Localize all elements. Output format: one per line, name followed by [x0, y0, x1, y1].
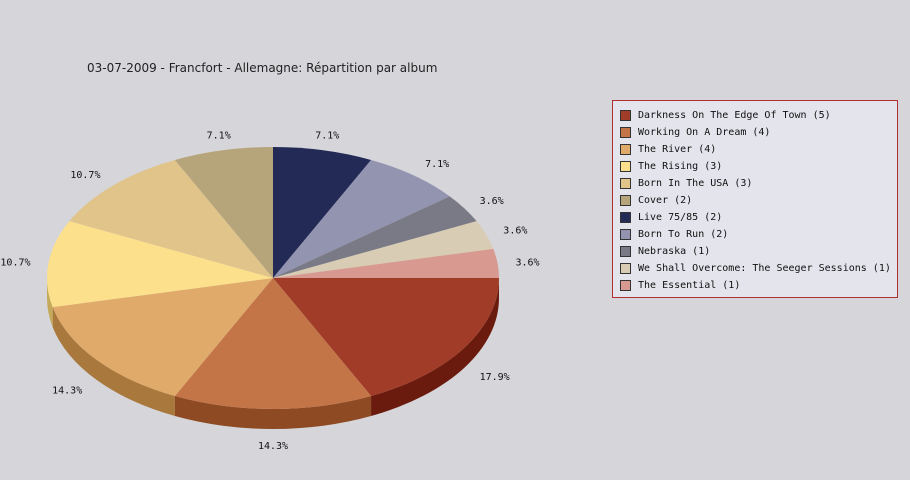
pie-slice-2	[52, 278, 273, 397]
pie-label-5: 7.1%	[207, 131, 231, 142]
pie-slice-3	[47, 221, 273, 308]
pie-label-9: 3.6%	[503, 225, 527, 236]
pie-labels: 17.9% 14.3% 14.3% 10.7% 10.7% 7.1% 7.1% 7.1% 3.6…	[0, 131, 539, 452]
legend-item: Darkness On The Edge Of Town (5)	[620, 107, 831, 124]
pie-label-2: 14.3%	[52, 386, 82, 397]
pie-slice-8	[273, 196, 477, 278]
pie-side-1	[174, 396, 372, 430]
legend-swatch	[620, 144, 631, 155]
legend-item: Live 75/85 (2)	[620, 209, 722, 226]
legend-label: Cover (2)	[638, 195, 693, 206]
chart-title: 03-07-2009 - Francfort - Allemagne: Répa…	[87, 61, 438, 75]
pie-label-3: 10.7%	[0, 258, 30, 269]
legend-label: The Rising (3)	[638, 161, 723, 172]
legend-item: The Rising (3)	[620, 158, 722, 175]
pie-slice-1	[174, 278, 372, 410]
pie-side-3	[47, 278, 53, 328]
pie-slice-0	[273, 278, 499, 397]
legend-label: Born To Run (2)	[638, 229, 729, 240]
legend-item: Nebraska (1)	[620, 243, 710, 260]
pie-side-2	[52, 307, 175, 417]
pie-side-0	[371, 278, 499, 417]
legend-item: The Essential (1)	[620, 277, 740, 294]
pie-tops	[47, 147, 499, 410]
legend-swatch	[620, 229, 631, 240]
legend-swatch	[620, 178, 631, 189]
legend-swatch	[620, 280, 631, 291]
legend-label: Nebraska (1)	[638, 246, 711, 257]
pie-label-6: 7.1%	[315, 131, 339, 142]
legend-item: Born In The USA (3)	[620, 175, 752, 192]
legend-label: Darkness On The Edge Of Town (5)	[638, 110, 831, 121]
pie-slice-7	[273, 159, 450, 278]
pie-label-4: 10.7%	[70, 170, 100, 181]
pie-slice-5	[174, 147, 273, 278]
legend-label: The Essential (1)	[638, 280, 741, 291]
pie-slice-4	[69, 159, 273, 278]
legend-label: Working On A Dream (4)	[638, 127, 771, 138]
legend-item: We Shall Overcome: The Seeger Sessions (…	[620, 260, 891, 277]
legend-label: Live 75/85 (2)	[638, 212, 723, 223]
pie-slice-6	[273, 147, 372, 278]
legend-label: Born In The USA (3)	[638, 178, 753, 189]
pie-slice-9	[273, 221, 494, 278]
legend-swatch	[620, 127, 631, 138]
pie-label-0: 17.9%	[480, 372, 510, 383]
legend-swatch	[620, 263, 631, 274]
legend-label: The River (4)	[638, 144, 717, 155]
legend-item: The River (4)	[620, 141, 716, 158]
pie-label-10: 3.6%	[515, 258, 539, 269]
legend-item: Working On A Dream (4)	[620, 124, 770, 141]
legend-swatch	[620, 195, 631, 206]
legend-swatch	[620, 161, 631, 172]
legend-label: We Shall Overcome: The Seeger Sessions (…	[638, 263, 891, 274]
legend-item: Born To Run (2)	[620, 226, 728, 243]
pie-label-8: 3.6%	[480, 196, 504, 207]
pie-label-7: 7.1%	[425, 159, 449, 170]
legend-swatch	[620, 246, 631, 257]
legend-swatch	[620, 212, 631, 223]
legend-swatch	[620, 110, 631, 121]
legend: Darkness On The Edge Of Town (5) Working …	[612, 100, 898, 298]
pie-slice-10	[273, 248, 499, 278]
pie-label-1: 14.3%	[258, 441, 288, 452]
legend-item: Cover (2)	[620, 192, 692, 209]
pie-sides	[47, 278, 499, 430]
